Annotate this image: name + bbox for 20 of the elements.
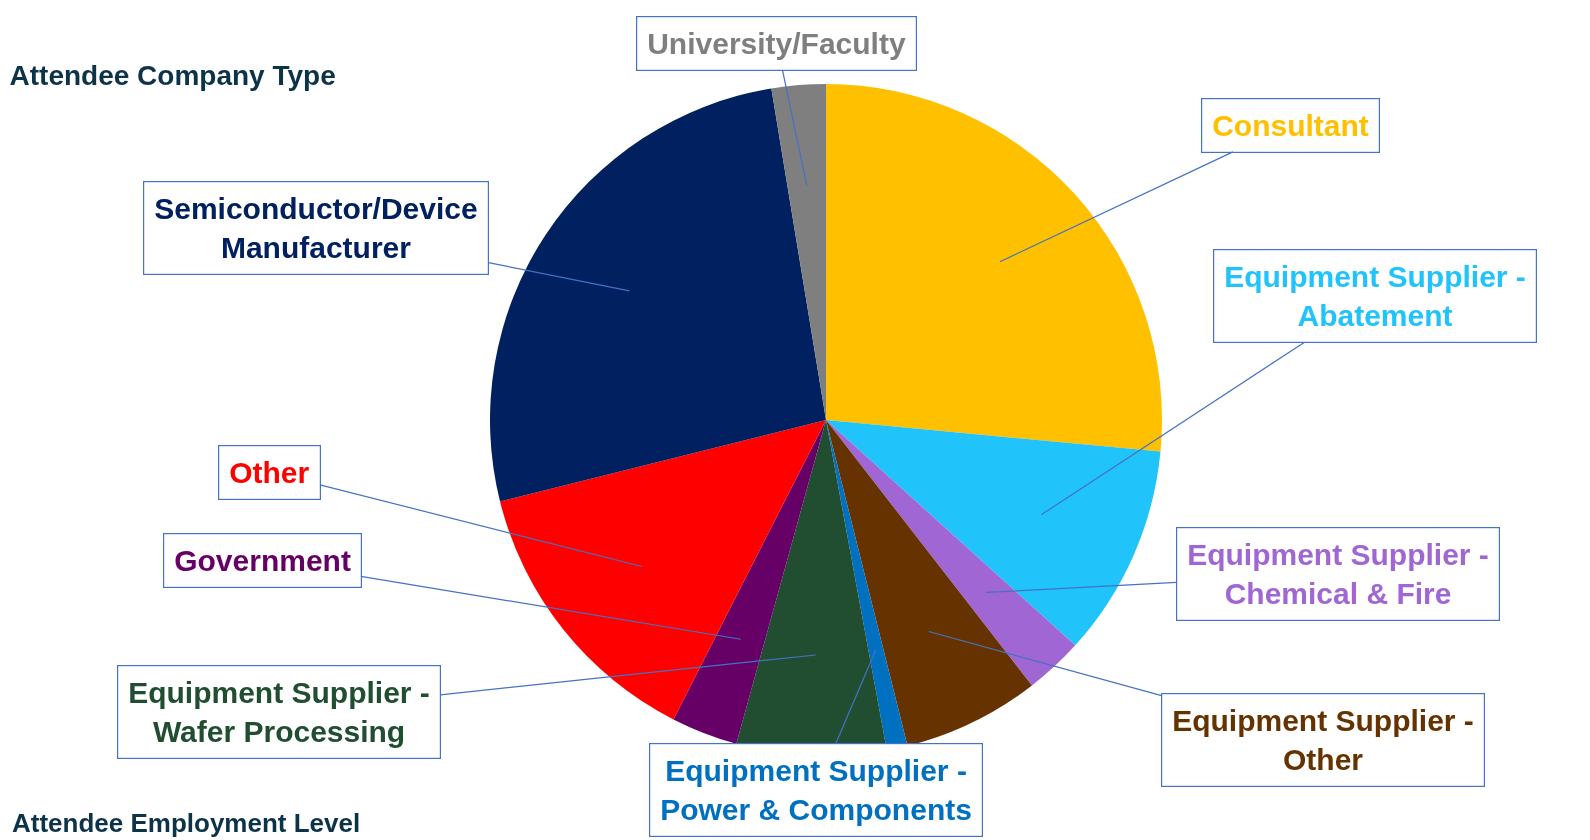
slice-label: University/Faculty xyxy=(647,27,906,61)
slice-label: Semiconductor/Device Manufacturer xyxy=(154,192,478,265)
slice-label: Equipment Supplier - Power & Components xyxy=(660,754,972,827)
slice-label: Government xyxy=(174,544,351,578)
slice-label: Consultant xyxy=(1212,109,1369,143)
text: Attendee Company Type xyxy=(9,60,336,92)
pie-slice xyxy=(673,420,826,744)
pie-slice xyxy=(826,84,1162,452)
slice-label: Other xyxy=(229,456,310,490)
pie-slice xyxy=(500,420,826,720)
pie-slice xyxy=(771,84,826,420)
text: Attendee Employment Level xyxy=(12,808,361,838)
slice-label: Equipment Supplier - Other xyxy=(1172,704,1474,777)
slice-label: Equipment Supplier - Chemical & Fire xyxy=(1187,538,1489,611)
pie-slice xyxy=(490,88,826,502)
pie-slice xyxy=(826,420,1076,686)
slice-label: Equipment Supplier - Abatement xyxy=(1224,260,1526,333)
slice-label: Equipment Supplier - Wafer Processing xyxy=(128,676,430,749)
pie-slice xyxy=(826,420,1161,646)
pie-slice xyxy=(826,420,1032,746)
